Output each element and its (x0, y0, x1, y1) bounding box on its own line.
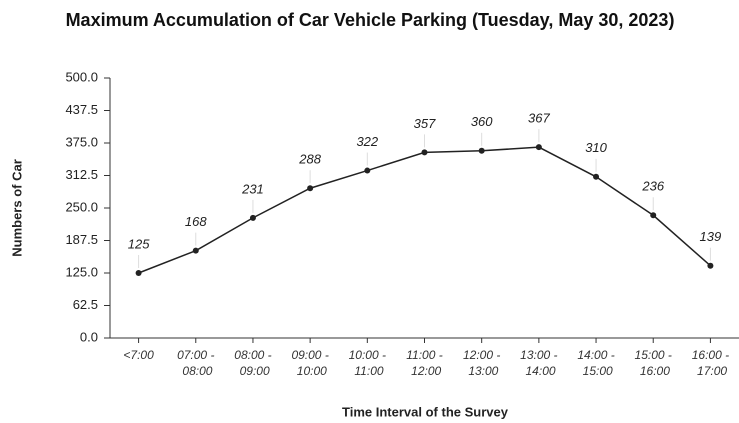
data-label: 231 (241, 181, 264, 196)
y-tick-label: 0.0 (80, 329, 98, 344)
x-tick-label: 08:00 - 09:00 (234, 348, 271, 378)
x-tick-label: 09:00 - 10:00 (291, 348, 328, 378)
x-tick-label: 15:00 - 16:00 (635, 348, 672, 378)
point (478, 147, 485, 154)
point (135, 270, 142, 276)
point (650, 212, 657, 219)
y-tick-label: 62.5 (73, 297, 98, 312)
chart-title: Maximum Accumulation of Car Vehicle Park… (65, 10, 675, 30)
point (535, 144, 542, 151)
data-label: 236 (641, 179, 664, 194)
data-label: 310 (585, 140, 607, 155)
y-tick-label: 250.0 (65, 199, 98, 214)
data-label: 322 (356, 134, 378, 149)
point (249, 214, 256, 221)
x-tick-label: 10:00 - 11:00 (349, 348, 386, 378)
data-label: 139 (700, 229, 722, 244)
point (421, 149, 428, 156)
line (138, 146, 711, 274)
point (593, 173, 600, 180)
x-tick-label: 07:00 - 08:00 (177, 348, 214, 378)
data-label: 367 (528, 111, 550, 126)
y-tick-label: 125.0 (65, 264, 98, 279)
point (364, 167, 371, 174)
x-axis-label: Time Interval of the Survey (342, 404, 509, 419)
y-tick-label: 375.0 (65, 134, 98, 149)
point (192, 247, 199, 254)
y-axis-label: Numbers of Car (9, 159, 24, 257)
x-tick-label: 13:00 - 14:00 (520, 348, 557, 378)
x-tick-label: 12:00 - 13:00 (463, 348, 500, 378)
y-tick-label: 187.5 (65, 232, 98, 247)
data-label: 288 (298, 152, 321, 167)
y-tick-label: 500.0 (65, 69, 98, 84)
data-label: 360 (471, 114, 493, 129)
point (307, 185, 314, 192)
x-tick-label: 16:00 - 17:00 (692, 348, 729, 378)
x-tick-label: <7:00 (123, 348, 154, 362)
point (707, 262, 714, 269)
x-tick-label: 11:00 - 12:00 (406, 348, 442, 378)
data-label: 357 (414, 116, 436, 131)
y-tick-label: 312.5 (65, 167, 98, 182)
data-label: 125 (128, 236, 150, 251)
x-tick-label: 14:00 - 15:00 (577, 348, 614, 378)
y-tick-label: 437.5 (65, 102, 98, 117)
data-label: 168 (185, 214, 207, 229)
